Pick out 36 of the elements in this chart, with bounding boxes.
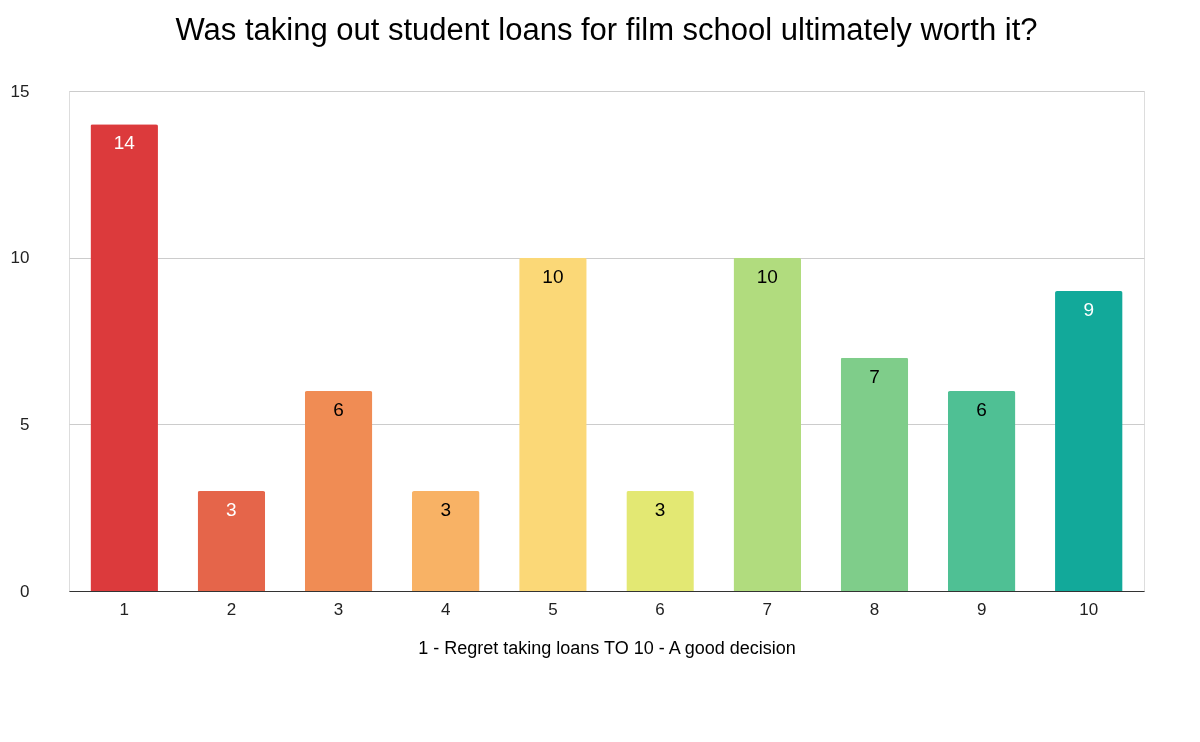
bar [519, 257, 587, 591]
x-tick-label: 4 [441, 599, 451, 619]
x-tick-label: 2 [226, 599, 237, 619]
bar [1055, 291, 1123, 591]
data-label: 6 [976, 399, 987, 420]
chart-title: Was taking out student loans for film school ultimately worth it? [175, 12, 1038, 47]
x-tick-label: 9 [976, 599, 987, 619]
data-label: 10 [756, 265, 778, 287]
bar [947, 391, 1016, 591]
bar [626, 491, 694, 591]
data-label: 9 [1083, 299, 1095, 320]
y-tick-label: 15 [10, 81, 30, 101]
x-tick-label: 7 [762, 599, 772, 619]
x-tick-label: 10 [1079, 599, 1099, 619]
data-label: 3 [654, 499, 666, 520]
data-label: 3 [440, 499, 452, 520]
data-label: 10 [542, 265, 564, 287]
x-tick-label: 8 [869, 599, 880, 619]
bar [304, 391, 373, 591]
bar [840, 357, 909, 591]
x-tick-label: 5 [548, 599, 558, 619]
bar [197, 491, 266, 591]
data-label: 14 [113, 132, 136, 154]
x-tick-label: 1 [119, 599, 129, 619]
y-tick-label: 10 [10, 248, 30, 268]
bar [90, 124, 158, 591]
x-axis-title: 1 - Regret taking loans TO 10 - A good decision [418, 637, 796, 658]
y-tick-label: 5 [20, 414, 30, 434]
data-label: 3 [226, 499, 237, 520]
bar [411, 491, 480, 591]
bar [733, 257, 802, 591]
data-label: 7 [869, 365, 880, 387]
x-tick-label: 6 [655, 599, 665, 619]
y-tick-label: 0 [20, 581, 30, 601]
x-tick-label: 3 [333, 599, 344, 619]
data-label: 6 [333, 399, 344, 420]
